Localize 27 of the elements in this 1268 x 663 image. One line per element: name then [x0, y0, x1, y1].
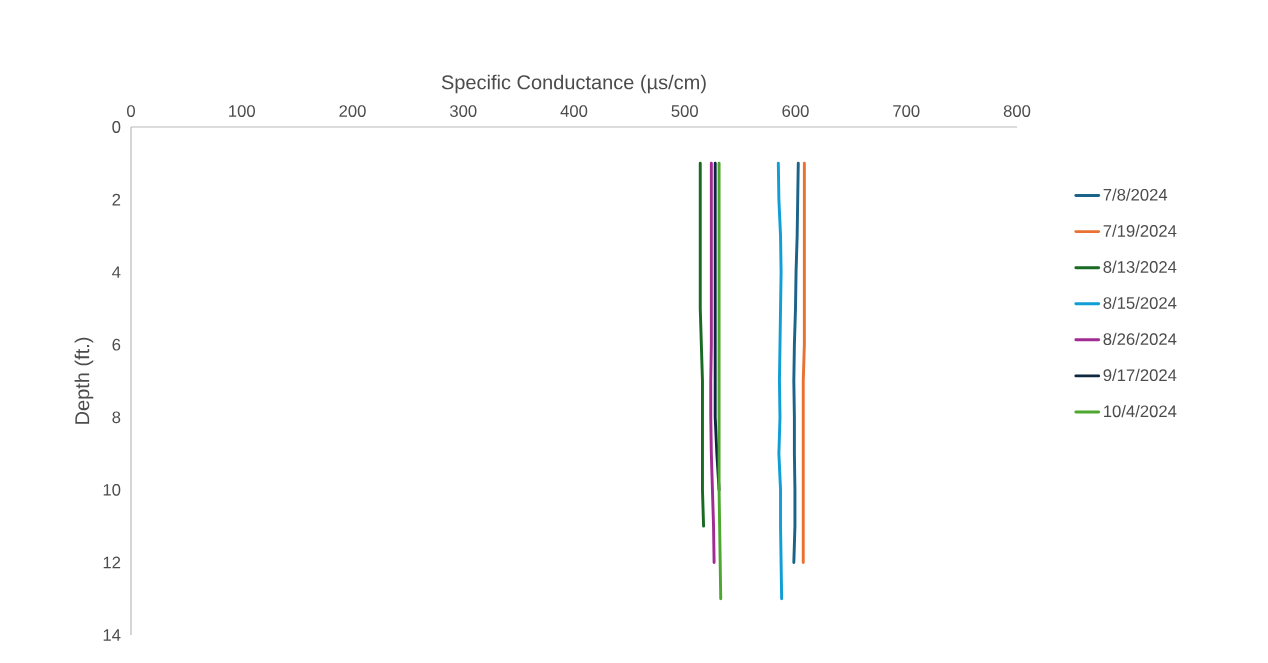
x-tick-label: 200: [339, 105, 366, 117]
y-tick-label: 6: [112, 338, 121, 351]
y-tick-label: 2: [112, 193, 121, 206]
x-tick-label: 0: [127, 105, 135, 117]
x-tick-label: 800: [1003, 105, 1031, 117]
y-tick-label: 14: [103, 629, 121, 641]
x-tick-label: 600: [782, 105, 809, 117]
y-tick-label: 8: [112, 411, 121, 424]
line-series: [792, 161, 800, 564]
y-tick-label: 10: [103, 483, 121, 496]
x-tick-label: 300: [449, 105, 477, 117]
legend-label: 7/19/2024: [1103, 224, 1177, 237]
y-tick-label: 4: [112, 266, 121, 278]
legend-label: 7/8/2024: [1103, 188, 1168, 201]
x-axis-title: Specific Conductance (µs/cm): [441, 74, 706, 94]
legend-label: 9/17/2024: [1103, 368, 1177, 382]
x-tick-label: 500: [671, 105, 698, 117]
y-axis-title: Depth (ft.): [74, 337, 94, 424]
y-tick-label: 12: [103, 556, 121, 569]
legend-label: 8/26/2024: [1103, 332, 1177, 346]
y-tick-label: 0: [112, 121, 121, 133]
legend-label: 10/4/2024: [1104, 404, 1177, 418]
legend-label: 8/15/2024: [1103, 296, 1177, 309]
x-tick-label: 100: [229, 105, 255, 117]
legend-label: 8/13/2024: [1103, 260, 1177, 273]
x-tick-label: 700: [893, 105, 920, 117]
x-tick-label: 400: [560, 105, 588, 117]
